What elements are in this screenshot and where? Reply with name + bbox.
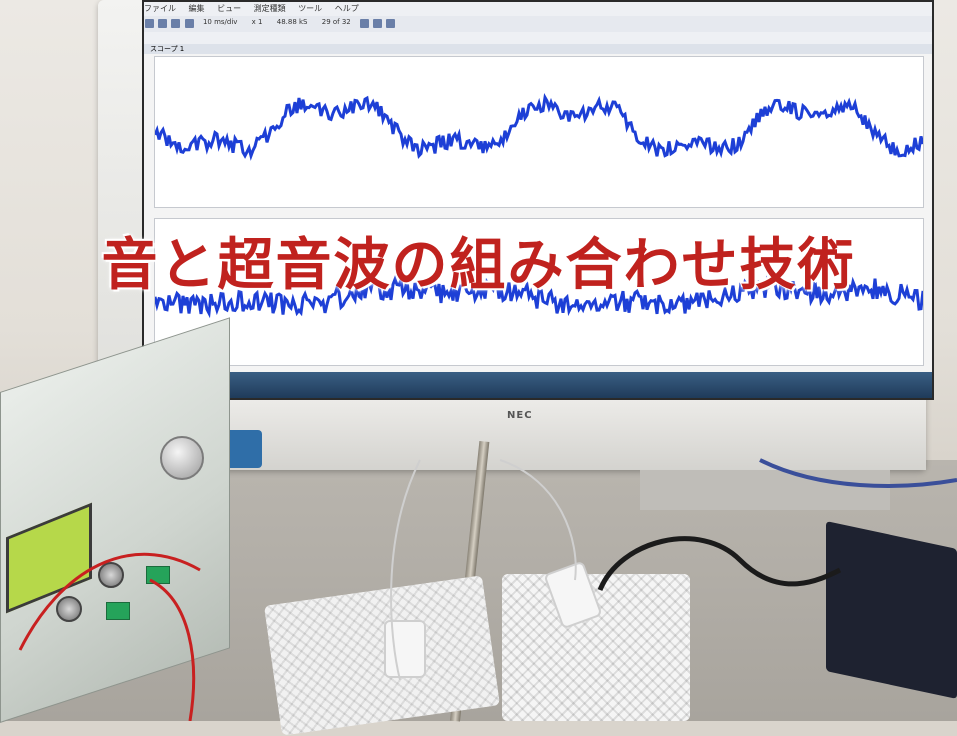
toolbar-button[interactable] [145, 19, 154, 28]
toolbar-button[interactable] [171, 19, 180, 28]
waveform-top-svg [155, 57, 923, 207]
timebase-select[interactable]: 10 ms/div [203, 18, 238, 26]
menu-item[interactable]: ビュー [217, 4, 241, 13]
thin-wire [391, 460, 420, 680]
zoom-out-icon[interactable] [386, 19, 395, 28]
tab-scope-1[interactable]: スコープ 1 [144, 45, 184, 53]
monitor-screen: ファイル 編集 ビュー 測定種類 ツール ヘルプ pico 10 ms/div … [142, 0, 934, 400]
menu-item[interactable]: 測定種類 [254, 4, 286, 13]
cables-layer [0, 420, 957, 721]
toolbar: 10 ms/div x 1 48.88 kS 29 of 32 [144, 16, 932, 33]
zoom-in-icon[interactable] [373, 19, 382, 28]
toolbar-button[interactable] [158, 19, 167, 28]
menu-item[interactable]: ファイル [144, 4, 176, 13]
waveform-trace-top [155, 98, 923, 157]
windows-taskbar [144, 372, 932, 398]
zoom-select[interactable]: x 1 [252, 18, 263, 26]
thin-wire [500, 460, 576, 580]
overlay-title: 音と超音波の組み合わせ技術 [0, 220, 957, 301]
menu-bar: ファイル 編集 ビュー 測定種類 ツール ヘルプ [144, 2, 932, 16]
scope-tab-strip: スコープ 1 [144, 44, 932, 54]
play-button[interactable] [360, 19, 369, 28]
waveform-plot-top [154, 56, 924, 208]
red-lead [150, 580, 194, 721]
samples-select[interactable]: 48.88 kS [277, 18, 308, 26]
menu-item[interactable]: ツール [298, 4, 322, 13]
blue-cable [760, 460, 957, 486]
menu-item[interactable]: 編集 [189, 4, 205, 13]
toolbar-button[interactable] [185, 19, 194, 28]
menu-item[interactable]: ヘルプ [335, 4, 359, 13]
red-lead [20, 554, 200, 650]
page-indicator: 29 of 32 [322, 18, 351, 26]
coax-cable [600, 539, 840, 590]
